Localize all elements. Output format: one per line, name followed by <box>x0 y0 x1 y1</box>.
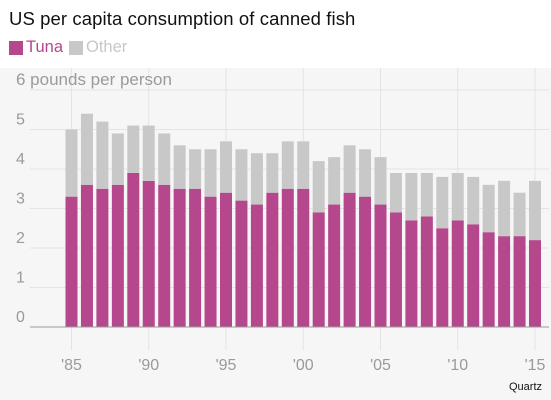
legend: Tuna Other <box>9 38 133 57</box>
bar-tuna-1988 <box>111 184 124 327</box>
bar-other-1993 <box>189 149 202 189</box>
bar-other-2002 <box>328 157 341 205</box>
bar-tuna-1999 <box>281 188 294 327</box>
legend-swatch-tuna <box>9 40 23 55</box>
bar-other-2009 <box>436 176 449 229</box>
bar-other-2000 <box>297 141 310 189</box>
bar-tuna-2002 <box>328 204 341 327</box>
bar-tuna-1989 <box>127 172 140 327</box>
bar-tuna-1997 <box>250 204 263 327</box>
y-tick-label-2: 2 <box>16 230 25 247</box>
legend-label-other: Other <box>86 38 128 56</box>
bar-other-2010 <box>451 172 464 221</box>
bar-other-1999 <box>281 141 294 189</box>
bar-other-2004 <box>359 149 372 197</box>
bar-tuna-1985 <box>65 196 78 327</box>
bar-tuna-1990 <box>142 180 155 327</box>
bar-tuna-1998 <box>266 192 279 327</box>
y-tick-label-1: 1 <box>16 270 25 287</box>
source-label: Quartz <box>508 381 542 393</box>
bar-tuna-1995 <box>220 192 232 327</box>
bar-other-1990 <box>142 125 155 181</box>
bar-other-1987 <box>96 121 109 189</box>
x-tick-label-2005: '05 <box>370 357 391 374</box>
bar-other-1985 <box>65 129 78 197</box>
legend-item-tuna: Tuna <box>9 38 63 57</box>
bar-other-2007 <box>405 172 418 221</box>
bar-other-2013 <box>498 180 511 237</box>
bar-tuna-2004 <box>359 196 372 327</box>
x-tick-label-2010: '10 <box>447 357 468 374</box>
legend-item-other: Other <box>69 38 127 57</box>
bar-other-2014 <box>513 192 526 237</box>
bar-tuna-2000 <box>297 188 310 327</box>
bar-tuna-2015 <box>529 240 541 327</box>
bar-other-2008 <box>420 172 433 217</box>
bar-tuna-1996 <box>235 200 248 327</box>
bar-other-1995 <box>220 141 232 193</box>
x-tick-label-1995: '95 <box>216 357 237 374</box>
bar-tuna-2001 <box>312 212 325 327</box>
bar-tuna-2003 <box>343 192 356 327</box>
bar-other-1992 <box>173 145 186 189</box>
chart-title: US per capita consumption of canned fish <box>9 8 356 29</box>
y-tick-label-3: 3 <box>16 191 25 208</box>
bar-other-1989 <box>127 125 140 173</box>
bar-other-1991 <box>158 133 171 185</box>
bar-other-1996 <box>235 149 248 201</box>
bar-tuna-2006 <box>389 212 402 327</box>
bar-tuna-2012 <box>482 232 495 327</box>
legend-label-tuna: Tuna <box>26 38 63 56</box>
bar-other-2006 <box>389 172 402 213</box>
bar-other-1998 <box>266 153 279 193</box>
y-tick-label-0: 0 <box>16 309 25 326</box>
bar-other-1986 <box>80 113 93 185</box>
x-tick-label-1985: '85 <box>61 357 82 374</box>
y-tick-label-6: 6 pounds per person <box>16 70 172 89</box>
bar-tuna-2005 <box>374 204 387 327</box>
bar-tuna-2010 <box>451 220 464 327</box>
bar-tuna-1986 <box>80 184 93 327</box>
bar-other-2005 <box>374 157 387 205</box>
bar-other-2003 <box>343 145 356 193</box>
y-tick-label-4: 4 <box>16 151 25 168</box>
bar-tuna-2007 <box>405 220 418 327</box>
bar-tuna-2013 <box>498 236 511 327</box>
bar-other-1988 <box>111 133 124 185</box>
bar-other-2012 <box>482 184 495 233</box>
legend-swatch-other <box>69 40 83 55</box>
x-tick-label-1990: '90 <box>138 357 159 374</box>
x-tick-label-2015: '15 <box>525 357 546 374</box>
bar-other-1994 <box>204 149 217 197</box>
bar-other-1997 <box>250 153 263 205</box>
bar-tuna-1987 <box>96 188 109 327</box>
bar-other-2001 <box>312 161 325 213</box>
x-tick-label-2000: '00 <box>293 357 314 374</box>
bar-tuna-2014 <box>513 236 526 327</box>
bar-other-2015 <box>529 180 541 241</box>
bar-tuna-2009 <box>436 228 449 327</box>
bar-tuna-1992 <box>173 188 186 327</box>
bar-other-2011 <box>467 176 480 225</box>
bar-tuna-1991 <box>158 184 171 327</box>
bar-tuna-1994 <box>204 196 217 327</box>
bar-tuna-1993 <box>189 188 202 327</box>
y-tick-label-5: 5 <box>16 112 25 129</box>
bar-tuna-2008 <box>420 216 433 327</box>
bar-tuna-2011 <box>467 224 480 327</box>
